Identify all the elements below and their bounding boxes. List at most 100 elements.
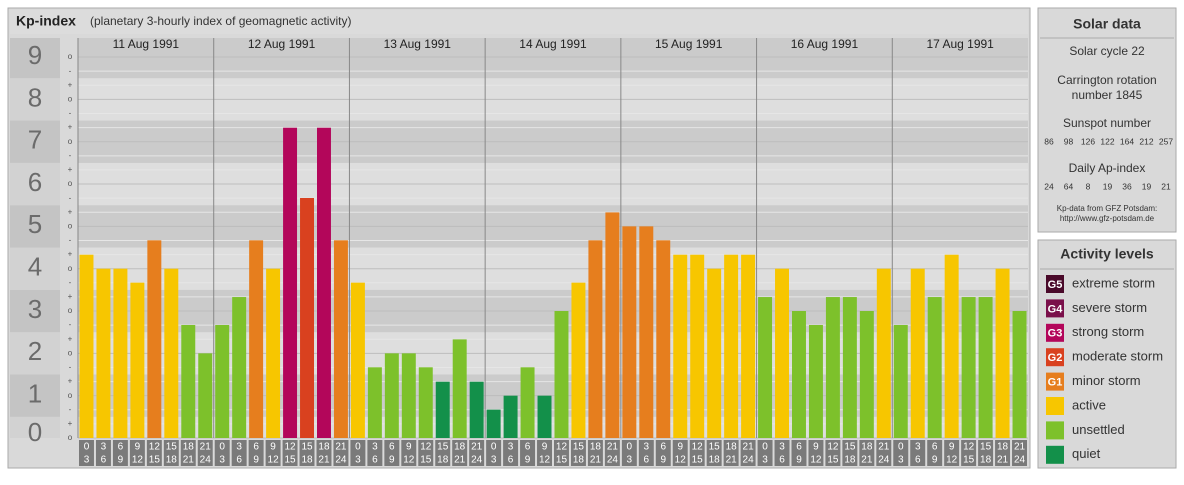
hour-to: 24 [1014,455,1026,466]
hour-to: 12 [946,455,958,466]
hour-from: 0 [762,442,768,453]
bar [792,311,806,438]
hour-to: 9 [118,455,124,466]
sub-label: - [69,193,72,202]
hour-to: 18 [437,455,449,466]
kp-digit-box [10,416,60,438]
hour-to: 9 [525,455,531,466]
hour-from: 21 [878,442,890,453]
hour-box [146,440,162,466]
level-swatch [1046,275,1064,293]
sub-label: o [68,264,73,273]
hour-to: 12 [132,455,144,466]
sub-label: o [68,348,73,357]
level-label: unsettled [1072,422,1125,437]
hour-to: 21 [997,455,1009,466]
level-badge: G1 [1048,377,1063,389]
bar [249,240,264,438]
hour-to: 15 [963,455,975,466]
hour-box [944,440,960,466]
hour-box [655,440,671,466]
sunspot-value: 212 [1139,136,1153,146]
bar [401,353,416,438]
level-swatch [1046,372,1064,391]
kp-digit-box [10,205,60,248]
hour-box [604,440,620,466]
hour-box [723,440,739,466]
hour-from: 12 [420,442,432,453]
hour-to: 9 [932,455,938,466]
hour-box [316,440,332,466]
ap-value: 24 [1044,181,1054,191]
bar [893,324,908,438]
bar [300,198,314,438]
kp-digit-box [10,374,60,417]
hour-to: 18 [301,455,313,466]
hour-from: 0 [491,442,497,453]
hour-box [554,440,569,466]
kp-digit-box [10,38,60,79]
hour-from: 12 [827,442,839,453]
hour-to: 15 [284,455,296,466]
sub-label: - [69,151,72,160]
hour-to: 24 [335,455,347,466]
sub-label: o [68,391,73,400]
hour-from: 21 [743,442,755,453]
sunspot-value: 86 [1044,136,1054,146]
kp-digit-box [10,247,60,290]
level-swatch [1046,348,1064,367]
bar [333,240,348,438]
hour-box [961,440,977,466]
solar-panel [1037,7,1177,233]
hour-box [299,440,315,466]
hour-box [621,440,637,466]
hour-to: 21 [454,455,466,466]
hour-from: 9 [813,442,819,453]
subtitle: (planetary 3-hourly index of geomagnetic… [90,14,351,28]
day-label: 11 Aug 1991 [113,37,180,51]
sub-label: o [68,179,73,188]
hour-from: 12 [284,442,296,453]
hour-to: 18 [709,455,721,466]
hour-from: 6 [118,442,124,453]
hour-box [859,440,875,466]
bar [452,339,467,438]
hour-box [367,440,383,466]
bar [215,324,230,438]
source: Kp-data from GFZ Potsdam: [1057,204,1157,213]
bar [367,367,382,438]
hour-from: 21 [200,442,212,453]
hour-box [995,440,1011,466]
source: http://www.gfz-potsdam.de [1060,214,1155,223]
bar [384,353,399,438]
hour-from: 3 [508,442,514,453]
kp-digit-box [10,289,60,333]
level-swatch [1046,323,1064,342]
hour-box [978,440,994,466]
bar [758,297,773,438]
hour-box [95,440,111,466]
hour-to: 6 [508,455,514,466]
hour-to: 12 [403,455,415,466]
hour-box [214,440,230,466]
hour-box [672,440,688,466]
title: Kp-index [16,13,76,29]
level-label: moderate storm [1072,349,1163,364]
rotation: Carrington rotation [1057,73,1156,87]
bar [978,297,993,438]
hour-to: 21 [183,455,195,466]
sub-label: + [68,80,73,89]
hour-from: 21 [607,442,619,453]
hour-to: 18 [573,455,585,466]
hour-from: 18 [183,442,195,453]
hour-box [893,440,909,466]
sunspot-value: 122 [1100,136,1114,146]
hour-to: 21 [726,455,738,466]
sub-label: - [69,109,72,118]
hour-box [910,440,926,466]
hour-to: 3 [355,455,361,466]
y-tick-label: 3 [28,294,42,324]
hour-from: 9 [949,442,955,453]
levels-title: Activity levels [1060,246,1154,262]
hour-to: 9 [389,455,395,466]
